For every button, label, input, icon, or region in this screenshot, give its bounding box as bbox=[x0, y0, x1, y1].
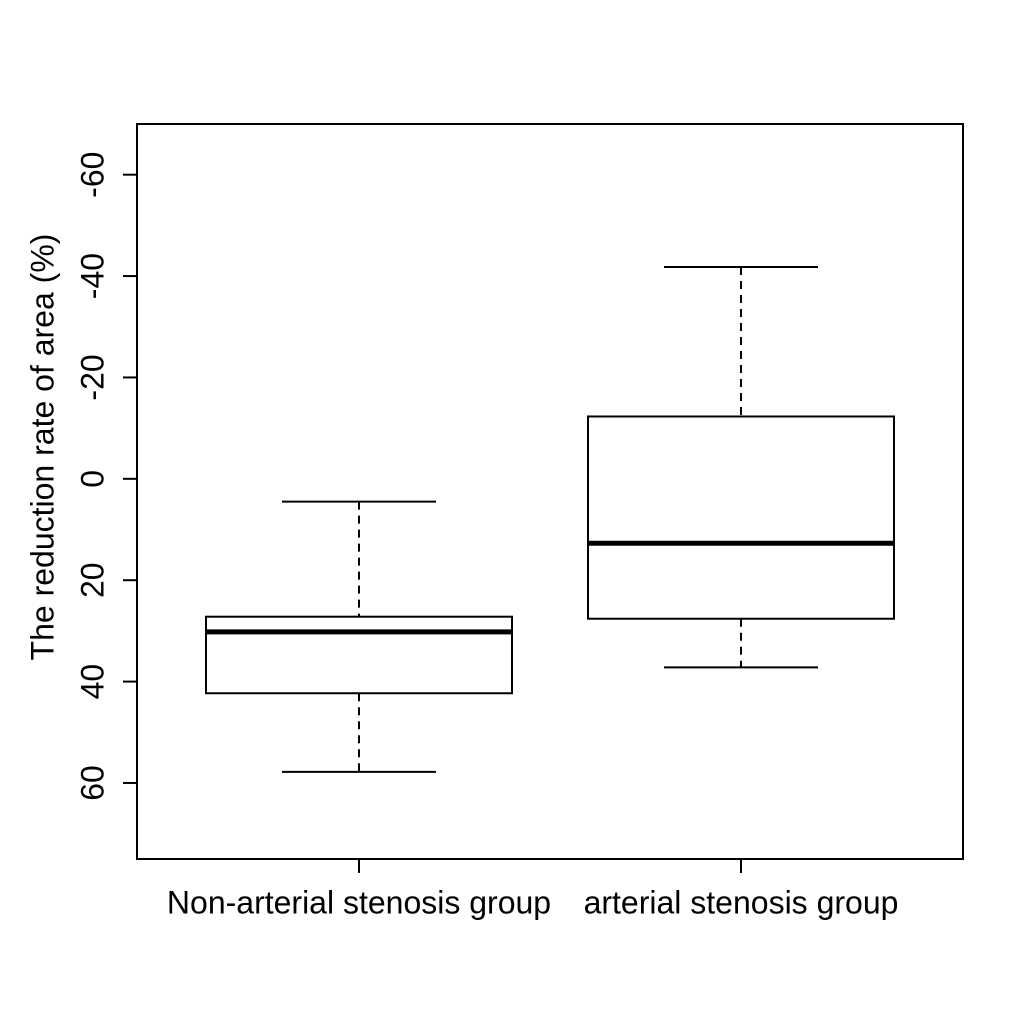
y-tick-label: 60 bbox=[74, 765, 110, 801]
x-axis: Non-arterial stenosis group arterial sten… bbox=[167, 859, 899, 920]
box-iqr bbox=[205, 615, 513, 695]
plot-area-frame bbox=[136, 123, 964, 860]
box-iqr bbox=[587, 415, 895, 620]
y-tick-label: 20 bbox=[74, 562, 110, 598]
y-tick-label: 40 bbox=[74, 664, 110, 700]
y-axis-label: The reduction rate of area (%) bbox=[24, 234, 60, 661]
y-tick-label: -60 bbox=[74, 152, 110, 198]
boxes bbox=[205, 265, 895, 773]
y-tick-label: -40 bbox=[74, 253, 110, 299]
x-tick-label: arterial stenosis group bbox=[584, 884, 899, 920]
y-tick-label: -20 bbox=[74, 354, 110, 400]
y-axis: -60 -40 -20 0 20 40 60 bbox=[74, 152, 137, 801]
x-tick-label: Non-arterial stenosis group bbox=[167, 884, 551, 920]
box-1 bbox=[587, 265, 895, 669]
y-tick-label: 0 bbox=[74, 470, 110, 488]
box-0 bbox=[205, 500, 513, 773]
